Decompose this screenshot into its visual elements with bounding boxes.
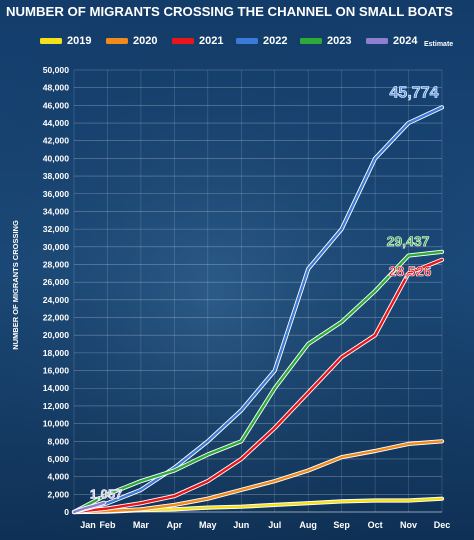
x-tick-label: Sep [333, 520, 350, 530]
y-tick-label: 30,000 [43, 242, 70, 252]
legend-swatch [300, 38, 322, 44]
legend-swatch [106, 38, 128, 44]
y-tick-label: 38,000 [43, 171, 70, 181]
x-tick-label: Oct [368, 520, 383, 530]
series-line-2021 [72, 258, 444, 514]
y-tick-label: 20,000 [43, 330, 70, 340]
annotation-2021: 28,526 [389, 263, 432, 279]
series-line-2020 [72, 440, 444, 514]
y-tick-label: 32,000 [43, 224, 70, 234]
legend-label: 2021 [199, 35, 223, 47]
y-tick-label: 0 [64, 507, 69, 517]
y-tick-label: 50,000 [43, 65, 70, 75]
x-tick-label: Jun [233, 520, 249, 530]
y-tick-label: 42,000 [43, 136, 70, 146]
y-tick-label: 48,000 [43, 83, 70, 93]
y-tick-label: 4,000 [47, 472, 69, 482]
annotations: 45,774 29,437 28,526 1,057 [90, 84, 439, 502]
y-tick-label: 18,000 [43, 348, 70, 358]
x-tick-label: Nov [400, 520, 417, 530]
y-tick-label: 6,000 [47, 454, 69, 464]
y-tick-label: 40,000 [43, 153, 70, 163]
x-tick-label: Mar [133, 520, 150, 530]
x-tick-label: Jul [268, 520, 281, 530]
legend-swatch [172, 38, 194, 44]
y-tick-label: 28,000 [43, 259, 70, 269]
series-line-2024 [72, 501, 106, 514]
y-axis-label: NUMBER OF MIGRANTS CROSSING [11, 220, 20, 350]
estimate-note: Estimate [424, 41, 453, 48]
legend-swatch [366, 38, 388, 44]
x-tick-label: May [199, 520, 217, 530]
legend-swatch [40, 38, 62, 44]
y-tick-label: 14,000 [43, 383, 70, 393]
y-tick-label: 12,000 [43, 401, 70, 411]
series-lines [71, 105, 445, 515]
y-tick-label: 36,000 [43, 189, 70, 199]
legend-swatch [236, 38, 258, 44]
y-tick-label: 22,000 [43, 313, 70, 323]
y-tick-label: 2,000 [47, 489, 69, 499]
legend: 2019 2020 2021 2022 2023 2024 [40, 35, 418, 47]
x-tick-label: Dec [434, 520, 451, 530]
y-tick-label: 46,000 [43, 100, 70, 110]
x-tick-label: Feb [99, 520, 116, 530]
y-tick-label: 44,000 [43, 118, 70, 128]
chart-title: NUMBER OF MIGRANTS CROSSING THE CHANNEL … [6, 4, 453, 19]
y-tick-label: 8,000 [47, 436, 69, 446]
legend-label: 2022 [263, 35, 287, 47]
y-tick-labels: 0 2,000 4,000 6,000 8,000 10,000 12,000 14,000 1… [43, 65, 70, 517]
annotation-2023: 29,437 [387, 233, 430, 249]
y-tick-label: 16,000 [43, 366, 70, 376]
y-tick-label: 24,000 [43, 295, 70, 305]
x-tick-label: Aug [299, 520, 317, 530]
series-line-2022 [72, 106, 444, 514]
y-tick-label: 10,000 [43, 419, 70, 429]
annotation-2024: 1,057 [90, 487, 123, 502]
legend-label: 2020 [133, 35, 157, 47]
series-line-2023 [72, 250, 444, 514]
legend-label: 2023 [327, 35, 351, 47]
x-tick-label: Jan [80, 520, 96, 530]
annotation-2022: 45,774 [390, 84, 439, 101]
y-tick-label: 26,000 [43, 277, 70, 287]
x-tick-labels: Jan Feb Mar Apr May Jun Jul Aug Sep Oct Nov Dec [80, 520, 450, 530]
legend-label: 2019 [67, 35, 91, 47]
x-tick-label: Apr [167, 520, 183, 530]
legend-label: 2024 [393, 35, 418, 47]
y-tick-label: 34,000 [43, 206, 70, 216]
